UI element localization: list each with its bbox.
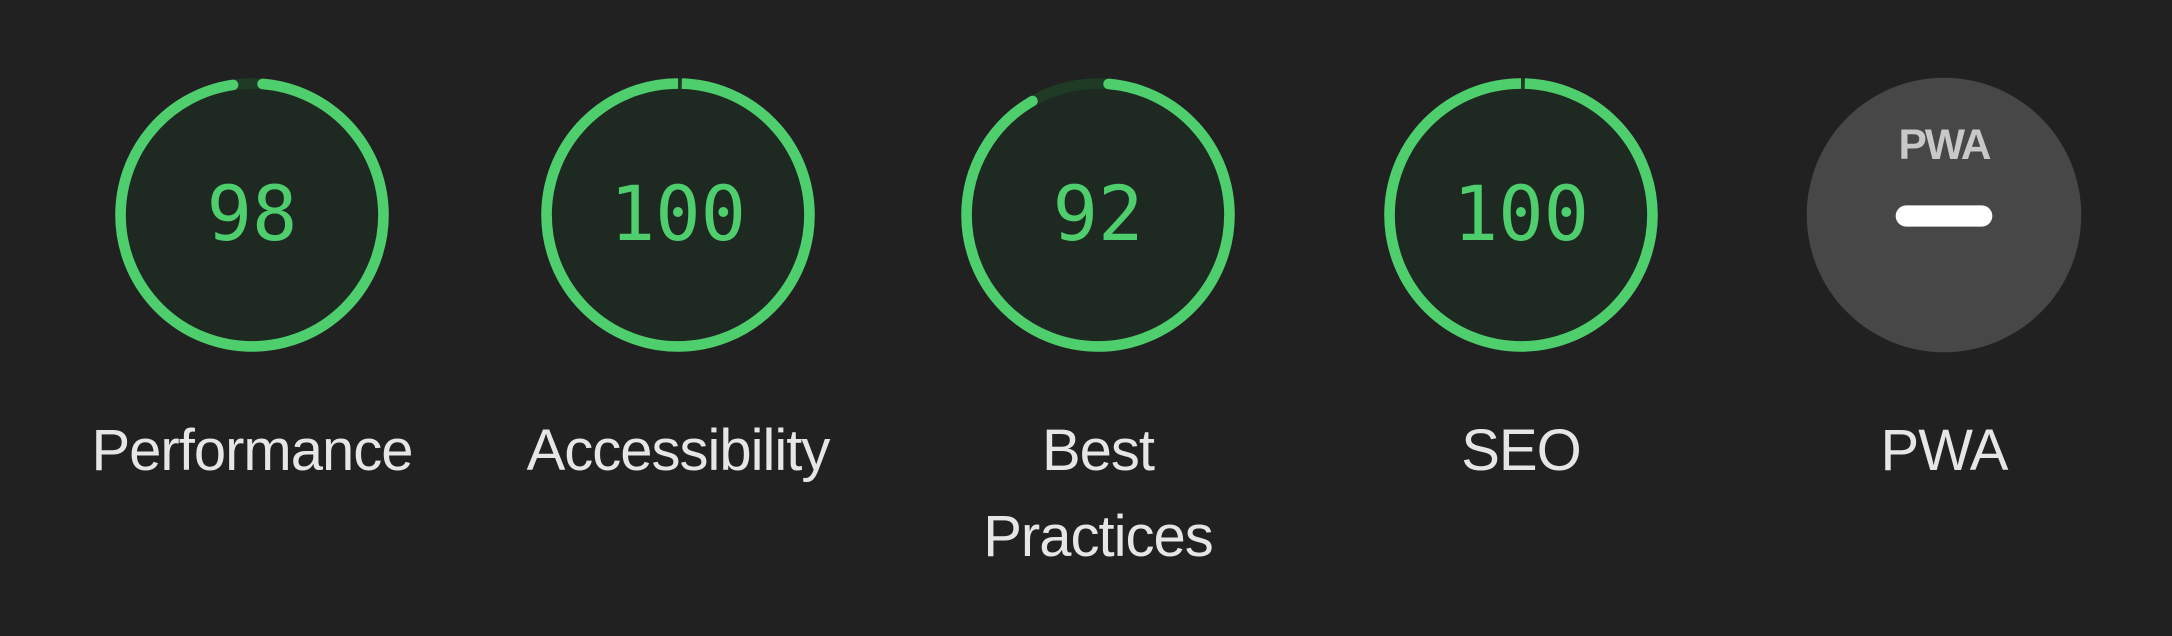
gauge-performance[interactable]: 98 Performance [82, 70, 422, 494]
performance-score: 98 [207, 170, 298, 258]
seo-gauge-ring: 100 [1384, 78, 1658, 352]
accessibility-score: 100 [610, 170, 746, 258]
gauge-best-practices[interactable]: 92 Best Practices [928, 70, 1268, 580]
seo-score: 100 [1453, 170, 1589, 258]
dash-icon [1895, 205, 1993, 227]
gauge-seo[interactable]: 100 SEO [1351, 70, 1691, 494]
accessibility-gauge-ring: 100 [541, 78, 815, 352]
seo-label: SEO [1461, 418, 1582, 483]
pwa-label: PWA [1880, 418, 2009, 483]
accessibility-label: Accessibility [526, 418, 831, 483]
pwa-logo-icon: PWA [1898, 121, 1990, 169]
gauge-accessibility[interactable]: 100 Accessibility [508, 70, 848, 494]
best-practices-label: Best Practices [983, 418, 1214, 569]
best-practices-gauge-ring: 92 [961, 78, 1235, 352]
performance-label: Performance [91, 418, 413, 483]
gauge-pwa[interactable]: PWA PWA [1774, 70, 2114, 494]
best-practices-score: 92 [1053, 170, 1144, 258]
pwa-badge: PWA [1806, 77, 2082, 353]
performance-gauge-ring: 98 [115, 78, 389, 352]
